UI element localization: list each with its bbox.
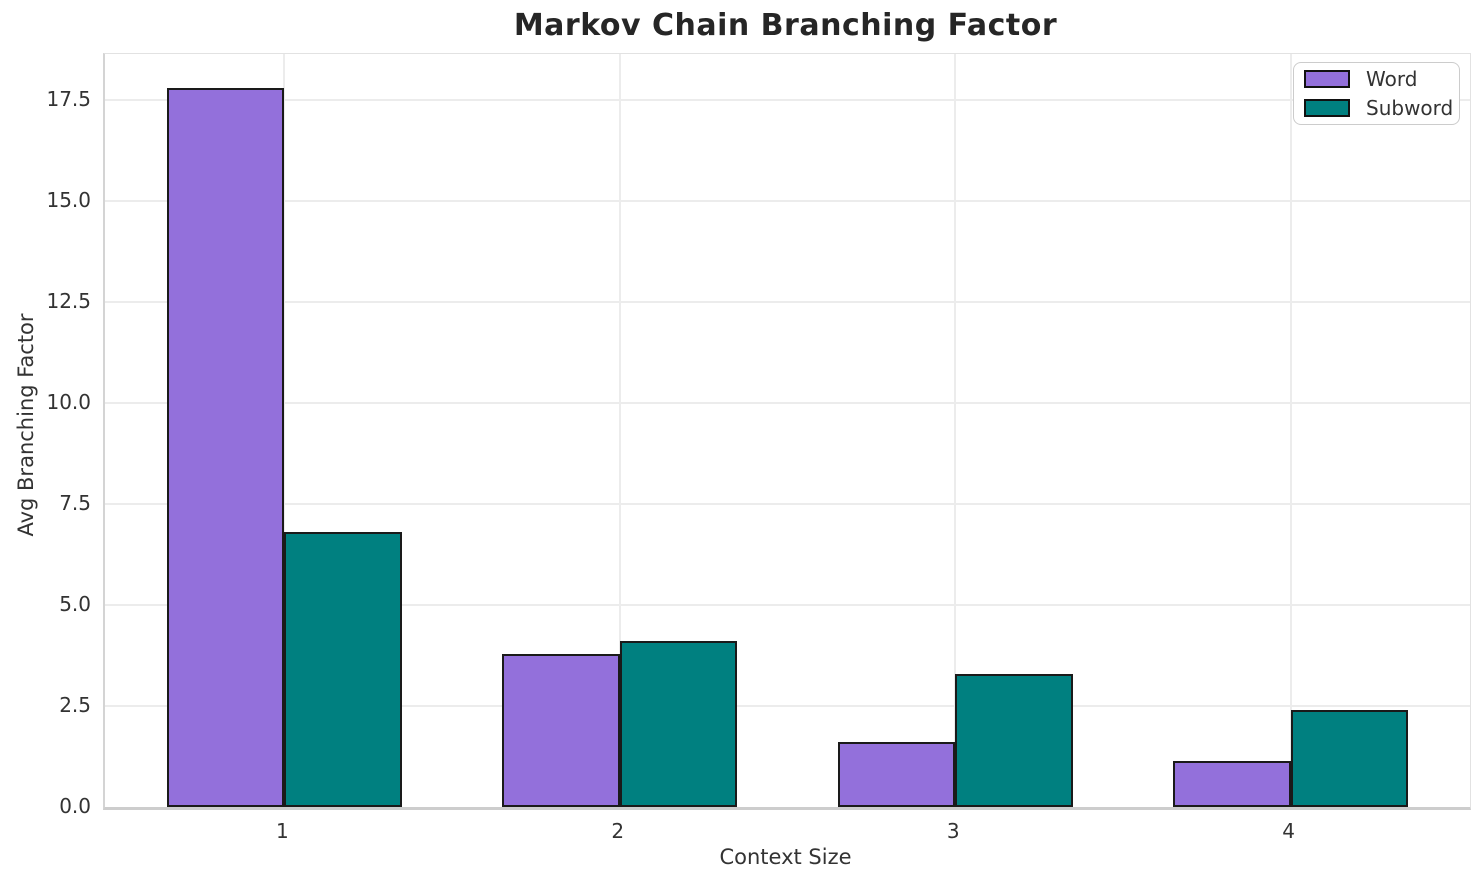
x-tick-label-2: 2 xyxy=(611,819,625,843)
y-tick-label-0.0: 0.0 xyxy=(59,794,91,818)
v-gridline-1 xyxy=(283,54,286,807)
y-tick-label-10.0: 10.0 xyxy=(46,390,91,415)
word-legend-swatch xyxy=(1304,70,1350,88)
x-axis-label: Context Size xyxy=(719,845,852,869)
chart-title: Markov Chain Branching Factor xyxy=(513,8,1058,43)
subword-bar-context-4 xyxy=(1290,710,1408,807)
legend-item-word: Word xyxy=(1304,68,1449,90)
v-gridline-2 xyxy=(618,54,621,807)
x-tick-label-4: 4 xyxy=(1282,819,1295,843)
subword-legend-label: Subword xyxy=(1366,96,1454,120)
subword-bar-context-3 xyxy=(955,673,1073,807)
word-bar-context-3 xyxy=(837,742,956,807)
y-axis-label: Avg Branching Factor xyxy=(14,313,38,537)
h-gridline-2.5 xyxy=(105,705,1470,708)
y-tick-label-7.5: 7.5 xyxy=(59,491,91,516)
subword-bar-context-1 xyxy=(284,532,402,807)
v-gridline-3 xyxy=(954,54,957,807)
h-gridline-5 xyxy=(105,604,1470,607)
v-gridline-4 xyxy=(1289,54,1292,807)
word-bar-context-2 xyxy=(502,653,620,807)
x-tick-label-3: 3 xyxy=(946,819,960,843)
y-tick-label-17.5: 17.5 xyxy=(46,87,91,112)
h-gridline-17.5 xyxy=(105,99,1470,102)
word-legend-label: Word xyxy=(1366,67,1418,91)
y-tick-label-15.0: 15.0 xyxy=(46,188,91,213)
legend: Word Subword xyxy=(1293,62,1460,125)
y-tick-label-5.0: 5.0 xyxy=(59,592,91,617)
subword-legend-swatch xyxy=(1304,99,1350,117)
legend-item-subword: Subword xyxy=(1304,97,1453,119)
h-gridline-15 xyxy=(105,200,1470,203)
subword-bar-context-2 xyxy=(619,641,738,807)
x-tick-label-1: 1 xyxy=(276,819,289,843)
plot-area xyxy=(103,53,1471,810)
word-bar-context-4 xyxy=(1173,760,1291,807)
y-tick-label-2.5: 2.5 xyxy=(59,693,91,718)
h-gridline-12.5 xyxy=(105,301,1470,304)
y-tick-label-12.5: 12.5 xyxy=(46,289,91,314)
h-gridline-10 xyxy=(105,402,1470,405)
h-gridline-7.5 xyxy=(105,503,1470,506)
word-bar-context-1 xyxy=(167,88,285,807)
